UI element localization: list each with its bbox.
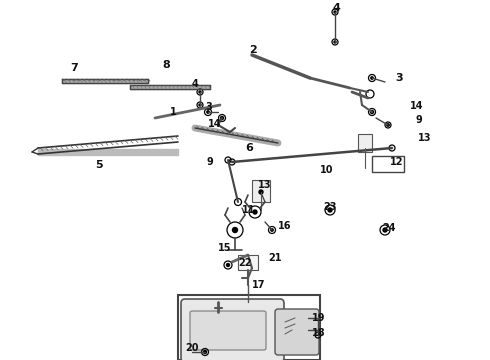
Text: 6: 6	[245, 143, 253, 153]
Text: 22: 22	[238, 258, 251, 268]
Text: 15: 15	[218, 243, 231, 253]
FancyBboxPatch shape	[178, 295, 320, 360]
Text: 20: 20	[185, 343, 198, 353]
Text: 5: 5	[95, 160, 102, 170]
Circle shape	[334, 11, 336, 13]
Circle shape	[199, 104, 201, 106]
Bar	[130, 85, 210, 89]
FancyBboxPatch shape	[252, 180, 270, 202]
Text: 21: 21	[268, 253, 281, 263]
Circle shape	[232, 228, 238, 233]
Bar	[62, 79, 148, 83]
Text: 9: 9	[415, 115, 422, 125]
Text: 12: 12	[390, 157, 403, 167]
FancyBboxPatch shape	[372, 156, 404, 172]
Circle shape	[383, 228, 387, 232]
Text: 7: 7	[70, 63, 78, 73]
Text: 3: 3	[395, 73, 403, 83]
Text: 11: 11	[242, 205, 255, 215]
Circle shape	[203, 351, 206, 354]
Circle shape	[271, 229, 273, 231]
Text: 10: 10	[320, 165, 334, 175]
Text: 18: 18	[312, 328, 326, 338]
Circle shape	[334, 41, 336, 43]
FancyBboxPatch shape	[181, 299, 284, 360]
Text: 13: 13	[418, 133, 432, 143]
Text: 14: 14	[208, 119, 221, 129]
Circle shape	[387, 124, 389, 126]
Text: 2: 2	[249, 45, 257, 55]
Text: 4: 4	[332, 3, 340, 13]
Text: 17: 17	[252, 280, 266, 290]
Circle shape	[328, 208, 332, 212]
Circle shape	[371, 77, 373, 79]
Circle shape	[370, 111, 373, 113]
Text: 14: 14	[410, 101, 423, 111]
FancyBboxPatch shape	[275, 309, 319, 355]
Text: 16: 16	[278, 221, 292, 231]
Text: 23: 23	[323, 202, 337, 212]
FancyBboxPatch shape	[238, 255, 258, 270]
Text: 1: 1	[170, 107, 177, 117]
Circle shape	[199, 91, 201, 93]
Circle shape	[226, 264, 229, 266]
Circle shape	[253, 210, 257, 214]
FancyBboxPatch shape	[358, 134, 372, 152]
Text: 3: 3	[205, 102, 212, 112]
Circle shape	[259, 190, 263, 194]
Text: 4: 4	[192, 79, 199, 89]
Text: 24: 24	[382, 223, 395, 233]
Text: 19: 19	[312, 313, 325, 323]
Circle shape	[207, 111, 209, 113]
Bar	[38, 149, 178, 155]
Text: 9: 9	[206, 157, 213, 167]
FancyBboxPatch shape	[190, 311, 266, 350]
Text: 13: 13	[258, 180, 271, 190]
Circle shape	[220, 117, 223, 120]
Text: 8: 8	[162, 60, 170, 70]
